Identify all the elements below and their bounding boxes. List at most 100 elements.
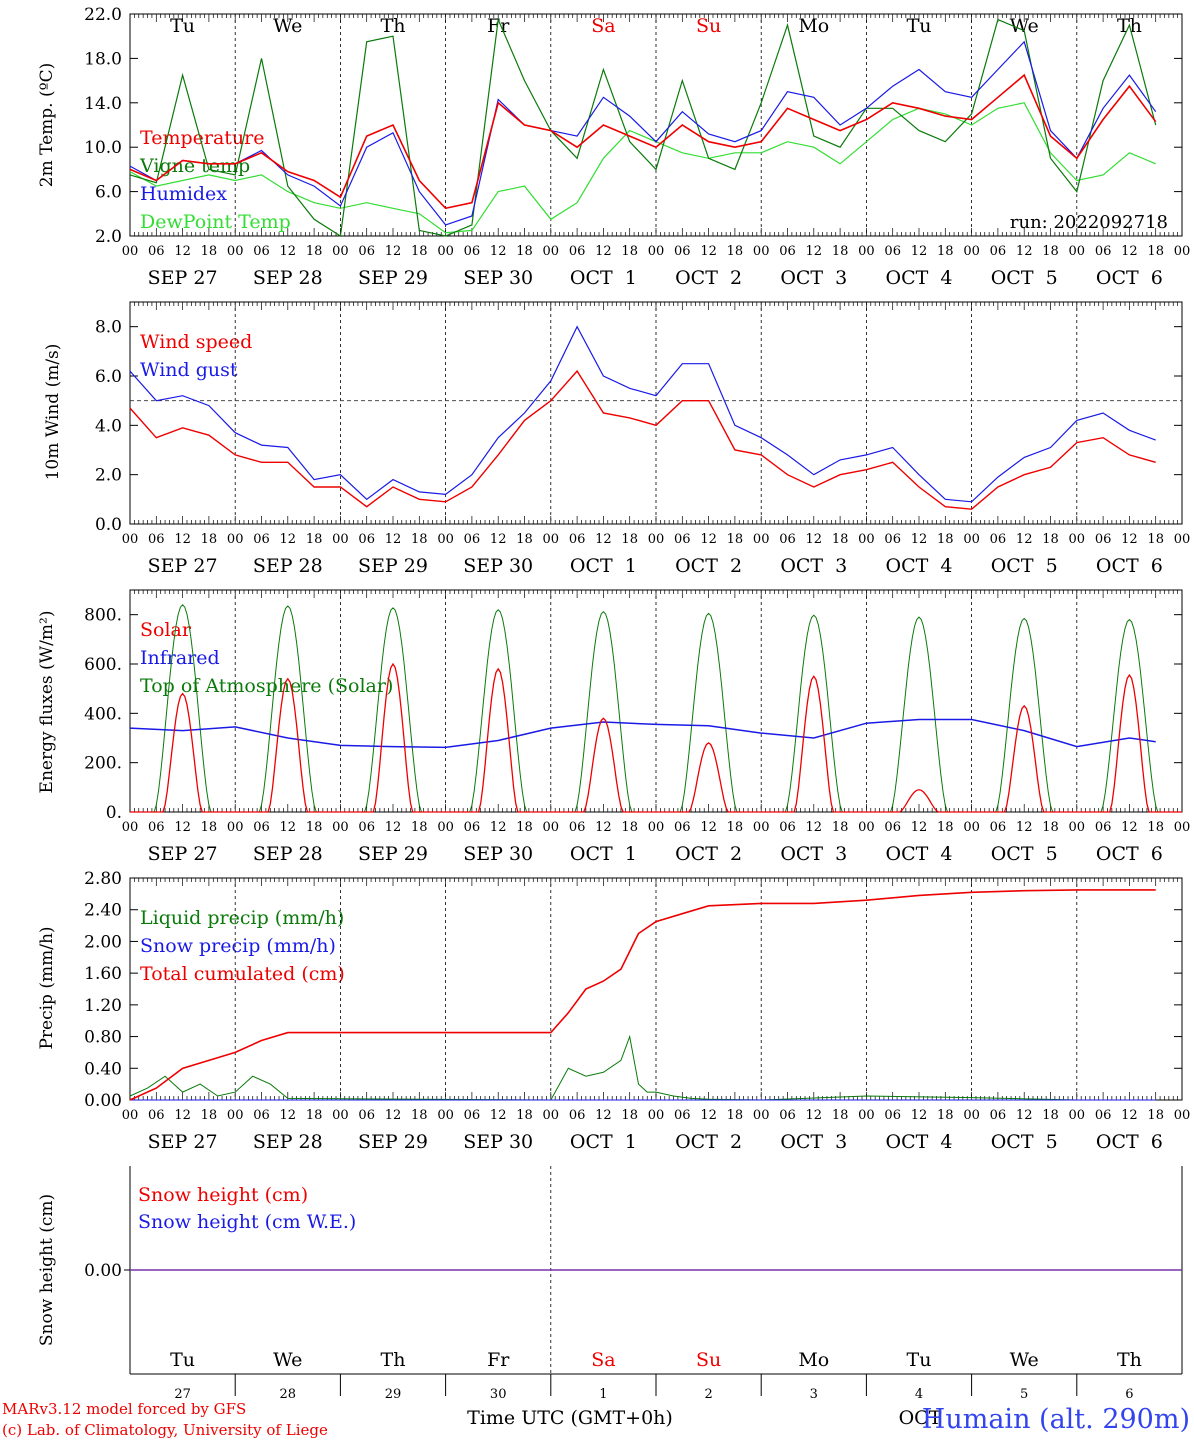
y-tick-label: 14.0 [84,94,122,114]
hour-label: 18 [832,244,849,259]
hour-label: 00 [1069,244,1086,259]
hour-label: 12 [911,1108,928,1123]
hour-label: 12 [595,244,612,259]
date-label: OCT 1 [570,843,637,865]
date-label: OCT 3 [780,267,847,289]
date-label: SEP 29 [358,555,428,577]
y-tick-label: 4.0 [95,416,122,436]
hour-label: 06 [569,532,586,547]
hour-label: 18 [621,532,638,547]
hour-label: 12 [911,532,928,547]
date-label: SEP 29 [358,1131,428,1153]
date-label: OCT 6 [1096,555,1163,577]
legend-solar: Solar [140,619,192,641]
hour-label: 18 [306,244,323,259]
hour-label: 00 [963,244,980,259]
hour-label: 18 [201,532,218,547]
hour-label: 18 [516,820,533,835]
weekday-label-top: Tu [170,15,195,37]
hour-label: 18 [201,820,218,835]
hour-label: 00 [753,244,770,259]
hour-label: 00 [543,532,560,547]
day-number: 3 [810,1387,818,1402]
date-label: OCT 4 [886,1131,953,1153]
legend-snow-height: Snow height (cm) [138,1184,308,1206]
date-label: OCT 4 [886,555,953,577]
date-label: OCT 2 [675,267,742,289]
hour-label: 00 [227,1108,244,1123]
y-tick-label: 1.20 [84,996,122,1016]
y-axis-precip: 0.00 0.40 0.80 1.20 1.60 2.00 2.40 2.80 [84,869,1182,1111]
hour-label: 00 [858,1108,875,1123]
hour-label: 18 [1042,244,1059,259]
hour-label: 06 [779,532,796,547]
wind-panel: 10m Wind (m/s) Wind speed Wind gust [43,331,252,480]
y-tick-label: 200. [84,754,122,774]
hour-label: 06 [148,820,165,835]
hour-label: 18 [1147,820,1164,835]
day-number: 29 [385,1387,402,1402]
hour-label: 12 [700,820,717,835]
hour-label: 12 [806,244,823,259]
hour-label: 00 [963,1108,980,1123]
day-number: 4 [915,1387,923,1402]
legend-humidex: Humidex [140,183,227,205]
snow-legend: Snow height (cm) Snow height (cm W.E.) [138,1184,356,1233]
day-number: 28 [280,1387,297,1402]
hour-label: 06 [990,1108,1007,1123]
day-number: 30 [490,1387,507,1402]
hour-label: 12 [174,820,191,835]
liquid-precip-line [129,1034,1156,1101]
legend-snow-height-we: Snow height (cm W.E.) [138,1211,356,1233]
hour-label: 18 [937,532,954,547]
hour-label: 06 [1095,820,1112,835]
hour-label: 18 [306,1108,323,1123]
hour-label: 00 [437,532,454,547]
date-label: OCT 1 [570,1131,637,1153]
hour-label: 06 [148,244,165,259]
y-tick-label: 22.0 [84,5,122,25]
date-label: OCT 3 [780,555,847,577]
date-label: OCT 1 [570,555,637,577]
hour-label: 00 [648,244,665,259]
y-tick-label: 400. [84,704,122,724]
temperature-line [129,73,1157,210]
hour-label: 18 [1042,1108,1059,1123]
panel-frame-2: 00 06 12 18 00 06 12 18 00 06 12 18 00 06 12 18 00 06 12 18… [122,589,1190,865]
date-label: OCT 3 [780,1131,847,1153]
hour-label: 18 [1042,532,1059,547]
hour-label: 18 [621,1108,638,1123]
hour-label: 00 [543,820,560,835]
hour-label: 06 [779,244,796,259]
hour-label: 12 [490,820,507,835]
hour-label: 00 [1174,532,1191,547]
legend-wind-speed: Wind speed [140,331,252,353]
y-tick-label: 0. [106,803,122,823]
energy-legend: Solar Infrared Top of Atmosphere (Solar) [140,619,393,697]
hour-label: 00 [437,820,454,835]
hour-label: 12 [700,1108,717,1123]
hour-label: 00 [963,820,980,835]
hour-label: 12 [174,532,191,547]
hour-label: 18 [306,532,323,547]
hour-label: 12 [280,532,297,547]
y-tick-label: 2.00 [84,932,122,952]
date-label: SEP 30 [463,267,533,289]
hour-label: 12 [490,532,507,547]
hour-label: 12 [700,532,717,547]
hour-label: 18 [621,820,638,835]
hour-label: 06 [569,820,586,835]
hour-label: 06 [358,820,375,835]
hour-label: 00 [122,1108,139,1123]
day-number: 5 [1020,1387,1028,1402]
credit-line-2: (c) Lab. of Climatology, University of L… [2,1421,328,1439]
hour-label: 18 [621,244,638,259]
hour-label: 12 [595,1108,612,1123]
hour-label: 00 [858,820,875,835]
hour-label: 12 [1121,244,1138,259]
hour-label: 00 [543,244,560,259]
hour-label: 00 [332,1108,349,1123]
hour-label: 00 [753,1108,770,1123]
hour-label: 00 [437,1108,454,1123]
vigne-temp-line [129,17,1157,238]
